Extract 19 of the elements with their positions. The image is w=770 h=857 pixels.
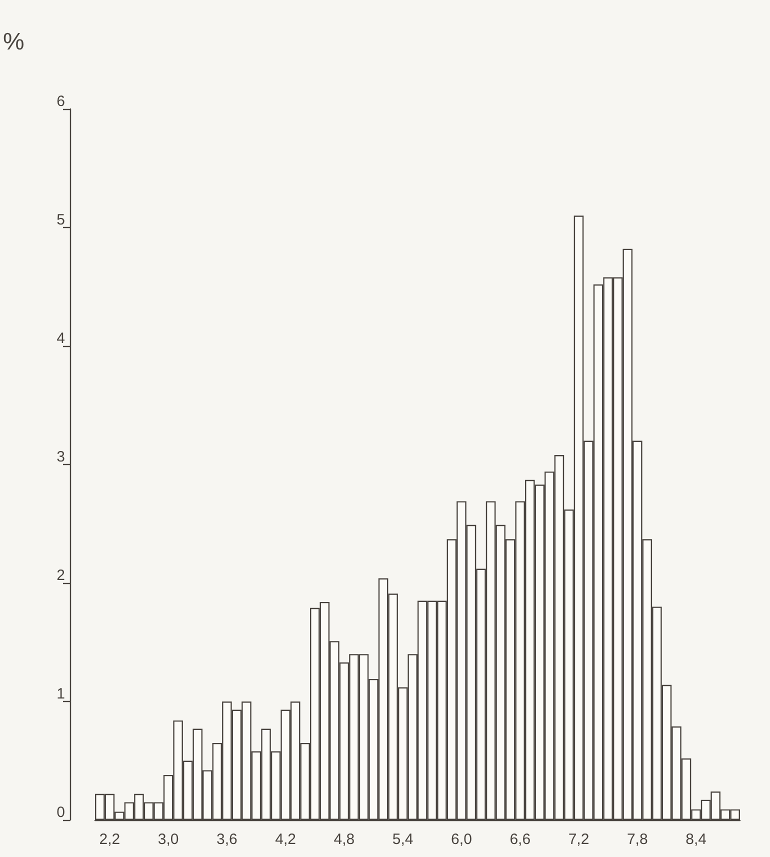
y-tick-label: 1	[56, 686, 65, 702]
x-tick-label: 2,2	[99, 831, 120, 848]
x-tick-label: 6,6	[510, 831, 531, 848]
x-tick-label: 7,2	[568, 831, 590, 848]
y-tick-label: 0	[56, 804, 65, 821]
x-tick-label: 4,8	[334, 831, 355, 848]
y-tick-label: 3	[56, 448, 65, 466]
y-tick-label: 5	[56, 212, 65, 228]
x-tick-label: 3,0	[158, 831, 179, 848]
y-tick-label: 4	[56, 330, 65, 347]
x-tick-label: 7,8	[626, 831, 648, 848]
x-tick-label: 6,0	[451, 831, 472, 848]
x-tick-label: 3,6	[216, 831, 238, 848]
y-axis-title: %	[3, 28, 24, 56]
y-tick-label: 2	[56, 567, 65, 584]
x-tick-label: 8,4	[686, 831, 706, 848]
y-tick-label: 6	[56, 93, 65, 110]
x-tick-label: 5,4	[392, 831, 414, 848]
x-tick-label: 4,2	[275, 831, 296, 848]
